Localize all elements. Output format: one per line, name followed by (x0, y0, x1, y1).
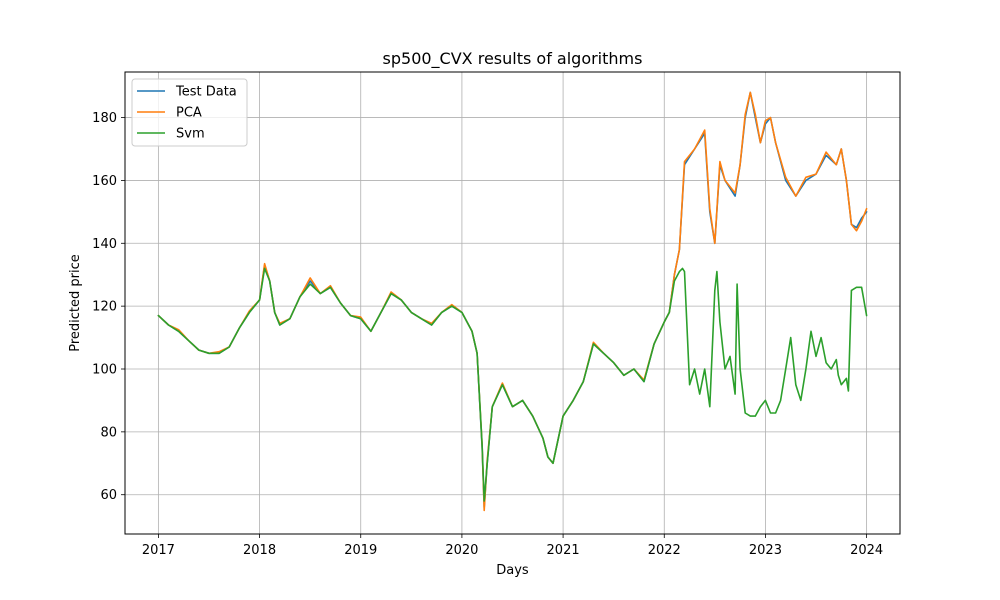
x-tick-label: 2024 (850, 543, 883, 558)
y-tick-label: 140 (92, 237, 117, 252)
x-tick-label: 2023 (749, 543, 782, 558)
x-tick-label: 2022 (648, 543, 681, 558)
y-axis-label: Predicted price (68, 254, 83, 352)
legend-label: PCA (176, 106, 202, 121)
x-tick-label: 2021 (547, 543, 580, 558)
y-tick-label: 160 (92, 174, 117, 189)
y-axis: 60 80 100 120 140 160 180 (92, 111, 125, 503)
series-line-test-data (157, 91, 868, 509)
y-tick-label: 120 (92, 300, 117, 315)
x-tick-label: 2019 (344, 543, 377, 558)
x-tick-label: 2020 (445, 543, 478, 558)
y-tick-label: 80 (100, 425, 117, 440)
chart-title: sp500_CVX results of algorithms (383, 49, 643, 69)
x-tick-label: 2018 (243, 543, 276, 558)
y-tick-label: 180 (92, 111, 117, 126)
y-tick-label: 60 (100, 488, 117, 503)
series-line-pca (157, 91, 868, 512)
series-layer (157, 91, 868, 512)
legend-label: Test Data (175, 85, 237, 100)
plot-frame (124, 71, 901, 535)
x-axis: 2017 2018 2019 2020 2021 2022 2023 2024 (142, 534, 883, 558)
y-tick-label: 100 (92, 363, 117, 378)
series-line-svm (157, 267, 868, 502)
legend-label: Svm (176, 127, 205, 142)
x-tick-label: 2017 (142, 543, 175, 558)
legend: Test Data PCA Svm (131, 78, 248, 147)
x-axis-label: Days (496, 563, 529, 578)
legend-box (131, 78, 248, 147)
